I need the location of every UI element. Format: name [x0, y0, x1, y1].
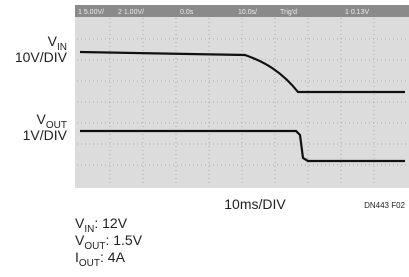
condition: IOUT: 4A	[75, 249, 126, 269]
scope-header-text: 0.0s	[180, 9, 194, 16]
value: : 4A	[100, 249, 126, 265]
scope-header-text: 2 1.00V/	[118, 9, 144, 16]
scope-header-text: 10.0s/	[238, 9, 257, 16]
scope-header-text: 1 0.13V	[345, 9, 369, 16]
figure-id: DN443 F02	[364, 201, 405, 210]
value: : 12V	[94, 215, 127, 231]
subscript: IN	[84, 224, 94, 235]
figure: 1 5.00V/2 1.00V/0.0s10.0s/Trig'd1 0.13V …	[0, 0, 409, 277]
vout-scale: 1V/DIV	[23, 127, 68, 143]
vin-scale: 10V/DIV	[15, 49, 68, 65]
scope-header-text: 1 5.00V/	[78, 9, 104, 16]
time-scale: 10ms/DIV	[224, 196, 286, 212]
value: : 1.5V	[105, 232, 142, 248]
subscript: OUT	[79, 258, 100, 269]
scope-header-text: Trig'd	[280, 9, 297, 16]
